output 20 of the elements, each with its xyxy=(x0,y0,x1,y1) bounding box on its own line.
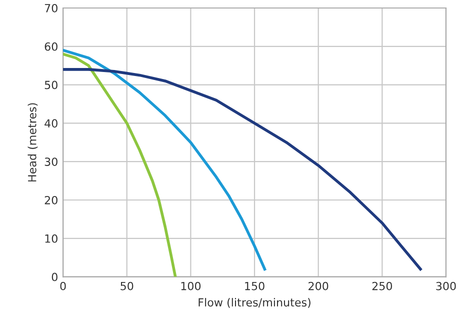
x-tick-label: 100 xyxy=(181,282,201,290)
y-tick-label: 30 xyxy=(44,158,58,166)
y-tick-label: 10 xyxy=(45,234,58,243)
y-tick-label: 50 xyxy=(44,80,58,90)
line-series xyxy=(63,52,177,277)
y-tick-label: 0 xyxy=(52,272,58,282)
line-series xyxy=(63,68,422,271)
x-tick-label: 300 xyxy=(436,282,456,290)
x-tick-label: 200 xyxy=(308,282,328,290)
x-tick-label: 0 xyxy=(60,282,66,290)
line-series xyxy=(63,48,266,271)
y-tick-label: 70 xyxy=(44,4,58,12)
x-tick-label: 250 xyxy=(372,282,392,290)
y-tick-label: 40 xyxy=(44,119,58,128)
x-tick-label: 150 xyxy=(245,282,264,290)
y-axis-title: Head (metres) xyxy=(28,103,38,182)
x-axis-title: Flow (litres/minutes) xyxy=(198,298,310,308)
y-tick-label: 60 xyxy=(44,42,58,51)
x-tick-label: 50 xyxy=(120,282,134,290)
y-tick-label: 20 xyxy=(44,196,58,204)
